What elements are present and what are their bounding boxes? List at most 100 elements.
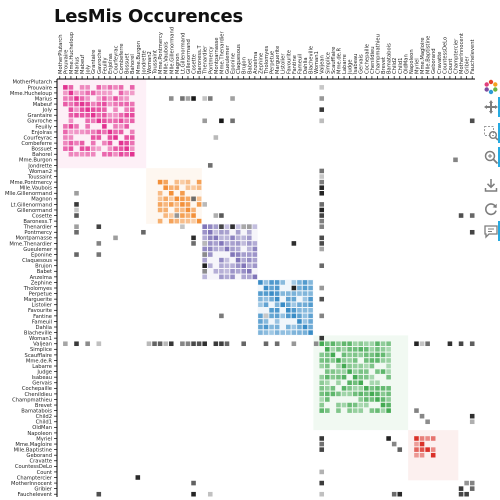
heatmap-cell <box>414 452 419 458</box>
y-tick-label: CountessDeLo <box>15 464 52 470</box>
heatmap-cell <box>118 85 124 90</box>
heatmap-cell <box>414 447 419 452</box>
x-tick-label: Blacheville <box>309 46 315 74</box>
heatmap-cell <box>347 408 352 413</box>
heatmap-cell <box>425 436 430 441</box>
heatmap-cell <box>79 140 85 146</box>
y-tick-label: Gribier <box>34 487 53 493</box>
y-tick-label: Bossuet <box>31 147 52 153</box>
y-tick-label: Zephine <box>31 280 52 286</box>
heatmap-cell <box>96 96 102 101</box>
heatmap-cell <box>235 229 241 235</box>
heatmap-cell <box>319 207 325 213</box>
heatmap-cell <box>68 96 74 101</box>
heatmap-cell <box>319 107 325 112</box>
heatmap-cell <box>347 402 352 408</box>
heatmap-cell <box>202 241 207 246</box>
heatmap-cell <box>364 374 369 380</box>
x-tick-label: Cosette <box>192 54 198 74</box>
heatmap-cell <box>319 441 325 447</box>
heatmap-cell <box>213 135 219 140</box>
heatmap-cell <box>129 101 135 107</box>
heatmap-cell <box>330 347 336 352</box>
y-tick-label: Bamatabois <box>21 409 52 415</box>
heatmap-cell <box>274 296 280 302</box>
heatmap-cell <box>414 408 419 413</box>
heatmap-cell <box>246 224 252 229</box>
heatmap-cell <box>224 241 230 246</box>
x-tick-label: Mlle.Baptistine <box>426 36 432 74</box>
heatmap-cell <box>380 386 386 391</box>
x-tick-label: Combeferre <box>119 43 125 74</box>
heatmap-cell <box>258 302 263 308</box>
wheel-zoom-icon[interactable] <box>483 149 499 165</box>
heatmap-cell <box>430 452 436 458</box>
bokeh-logo-icon[interactable] <box>483 79 499 95</box>
heatmap-cell <box>207 263 213 268</box>
heatmap-cell <box>263 313 269 319</box>
heatmap-cell <box>319 224 325 229</box>
heatmap-cell <box>319 263 325 268</box>
heatmap-cell <box>174 207 180 213</box>
heatmap-cell <box>369 352 375 358</box>
heatmap-cell <box>74 202 79 207</box>
heatmap-cell <box>297 313 302 319</box>
heatmap-cell <box>308 330 313 335</box>
heatmap-cell <box>191 341 196 347</box>
heatmap-cell <box>369 408 375 413</box>
heatmap-cell <box>263 341 269 347</box>
heatmap-cell <box>163 179 168 185</box>
box-zoom-icon[interactable] <box>483 125 499 141</box>
heatmap-cell <box>90 107 96 112</box>
heatmap-cell <box>297 319 302 324</box>
heatmap-cell <box>230 96 235 101</box>
heatmap-cell <box>319 374 325 380</box>
heatmap-cell <box>191 218 196 224</box>
heatmap-cell <box>319 469 325 475</box>
heatmap-cell <box>297 330 302 335</box>
heatmap-cell <box>219 313 224 319</box>
x-tick-label: Fameuil <box>297 54 303 74</box>
heatmap-cell <box>241 341 246 347</box>
heatmap-cell <box>207 163 213 168</box>
heatmap-cell <box>380 408 386 413</box>
heatmap-cell <box>235 268 241 274</box>
heatmap-cell <box>107 96 113 101</box>
heatmap-cell <box>90 135 96 140</box>
heatmap-cell <box>425 419 430 425</box>
pan-icon[interactable] <box>483 99 499 115</box>
heatmap-cell <box>129 135 135 140</box>
y-tick-label: Perpetue <box>29 291 52 297</box>
heatmap-cell <box>319 246 325 252</box>
heatmap-cell <box>230 274 235 280</box>
heatmap-cell <box>330 369 336 374</box>
heatmap-cell <box>336 347 341 352</box>
heatmap-cell <box>79 101 85 107</box>
y-tick-label: Mlle.Baptistine <box>14 448 52 454</box>
heatmap-cell <box>124 118 129 124</box>
heatmap-cell <box>68 107 74 112</box>
heatmap-cell <box>447 341 453 347</box>
heatmap-cell <box>63 124 68 129</box>
heatmap-cell <box>180 96 185 101</box>
heatmap-cell <box>375 397 380 402</box>
x-tick-label: Bahorel <box>130 54 136 74</box>
save-icon[interactable] <box>483 177 499 193</box>
heatmap-cell <box>124 107 129 112</box>
heatmap-cell <box>213 246 219 252</box>
y-tick-label: Fauchelevent <box>17 492 52 498</box>
heatmap-cell <box>129 85 135 90</box>
y-tick-label: Magnon <box>31 197 52 203</box>
chart-toolbar <box>480 79 500 241</box>
heatmap-cell <box>202 202 207 207</box>
y-tick-label: Mme.Burgon <box>19 158 52 164</box>
heatmap-cell <box>369 363 375 369</box>
x-tick-label: Mme.Hucheloup <box>69 31 75 74</box>
heatmap-cell <box>364 369 369 374</box>
heatmap-cell <box>74 229 79 235</box>
heatmap-cell <box>68 90 74 96</box>
heatmap-cell <box>358 380 364 386</box>
hover-icon[interactable] <box>483 223 499 239</box>
reset-icon[interactable] <box>483 201 499 217</box>
